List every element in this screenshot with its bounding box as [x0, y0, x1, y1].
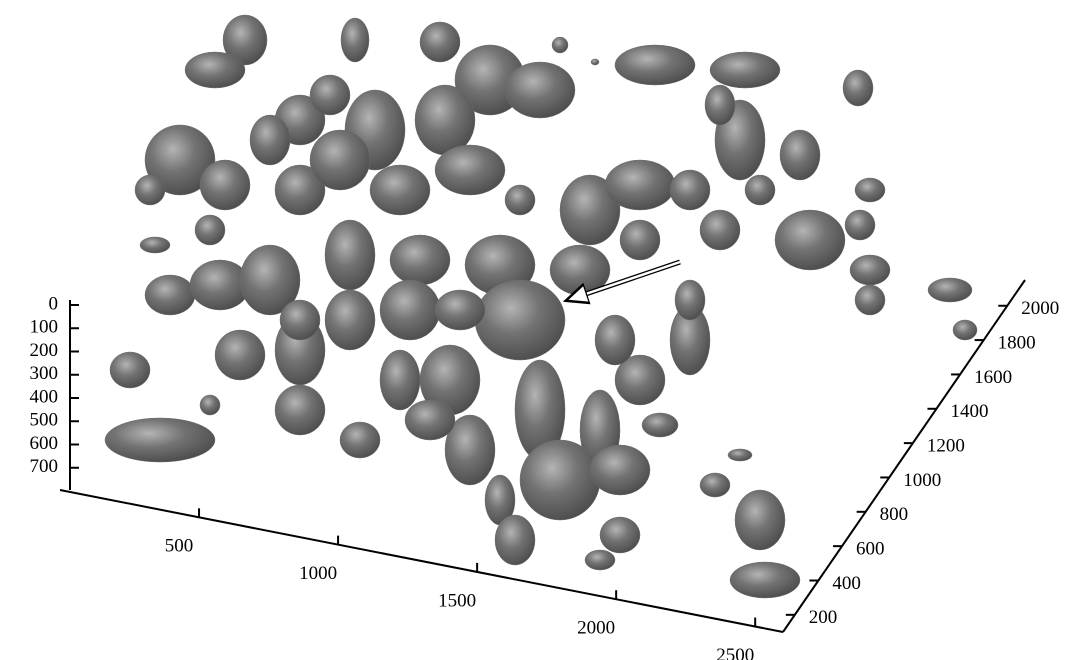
blob	[389, 234, 451, 286]
arrow	[568, 260, 681, 300]
blob	[239, 244, 301, 316]
blob	[842, 69, 874, 107]
y-tick-label: 1400	[950, 401, 988, 422]
z-tick-label: 300	[30, 363, 59, 384]
blob	[604, 159, 676, 211]
blob	[249, 114, 291, 166]
z-tick-label: 100	[30, 317, 59, 338]
z-tick-label: 500	[30, 410, 59, 431]
blob	[199, 159, 251, 211]
blob	[444, 414, 496, 486]
x-tick-label: 2000	[577, 618, 615, 639]
blob	[144, 124, 216, 196]
z-tick-label: 0	[49, 293, 59, 314]
blob	[144, 274, 196, 316]
blob	[729, 561, 801, 599]
blob	[849, 254, 891, 286]
blob	[474, 279, 566, 361]
blob	[434, 144, 506, 196]
blob	[594, 314, 636, 366]
blob	[340, 17, 370, 63]
x-tick-label: 1000	[299, 563, 337, 584]
x-tick-label: 1500	[438, 590, 476, 611]
blob	[619, 219, 661, 261]
isosurface	[104, 14, 978, 599]
x-axis	[59, 489, 784, 633]
blob	[199, 394, 221, 416]
blob	[222, 14, 268, 66]
blob	[274, 164, 326, 216]
y-tick-label: 1600	[974, 367, 1012, 388]
blob	[324, 219, 376, 291]
blob	[559, 174, 621, 246]
blob	[494, 514, 536, 566]
blob	[614, 354, 666, 406]
z-tick-label: 400	[30, 386, 59, 407]
blob	[324, 289, 376, 351]
blob	[184, 51, 246, 89]
blob	[952, 319, 978, 341]
blob	[134, 174, 166, 206]
blob	[504, 184, 536, 216]
y-tick-label: 1800	[998, 332, 1036, 353]
blob	[369, 164, 431, 216]
blob	[139, 236, 171, 254]
blob	[309, 129, 371, 191]
blob	[699, 209, 741, 251]
blob	[551, 36, 569, 54]
blob	[704, 84, 736, 126]
blob	[674, 279, 706, 321]
blob	[589, 444, 651, 496]
blob	[504, 61, 576, 119]
x-tick-label: 2500	[716, 645, 754, 660]
y-tick-label: 400	[832, 573, 861, 594]
z-tick-label: 200	[30, 340, 59, 361]
blob	[379, 349, 421, 411]
blob	[434, 289, 486, 331]
blob	[669, 169, 711, 211]
blob	[927, 277, 973, 303]
blob	[379, 279, 441, 341]
blob	[584, 549, 616, 571]
blob	[414, 84, 476, 156]
blob	[709, 51, 781, 89]
blob	[699, 472, 731, 498]
blob	[104, 417, 216, 463]
blob	[339, 421, 381, 459]
blob	[854, 284, 886, 316]
blob	[214, 329, 266, 381]
y-tick-label: 200	[809, 607, 838, 628]
blob	[774, 209, 846, 271]
y-tick-label: 1200	[927, 435, 965, 456]
blob	[599, 516, 641, 554]
blob	[727, 448, 753, 462]
blob	[519, 439, 601, 521]
y-tick-label: 800	[880, 504, 909, 525]
blob	[734, 489, 786, 551]
blob	[854, 177, 886, 203]
y-tick-label: 2000	[1021, 298, 1059, 319]
blob	[614, 44, 696, 86]
blob	[744, 174, 776, 206]
blob	[419, 21, 461, 63]
blob	[404, 399, 456, 441]
y-tick-label: 600	[856, 539, 885, 560]
blob	[641, 412, 679, 438]
y-tick-label: 1000	[903, 470, 941, 491]
blob	[779, 129, 821, 181]
blob	[194, 214, 226, 246]
blob	[109, 351, 151, 389]
z-tick-label: 600	[30, 433, 59, 454]
blob	[309, 74, 351, 116]
blob	[274, 384, 326, 436]
z-tick-label: 700	[30, 456, 59, 477]
y-axis	[782, 279, 1026, 633]
x-tick-label: 500	[165, 536, 194, 557]
blob	[590, 58, 600, 66]
blob	[279, 299, 321, 341]
blob	[844, 209, 876, 241]
